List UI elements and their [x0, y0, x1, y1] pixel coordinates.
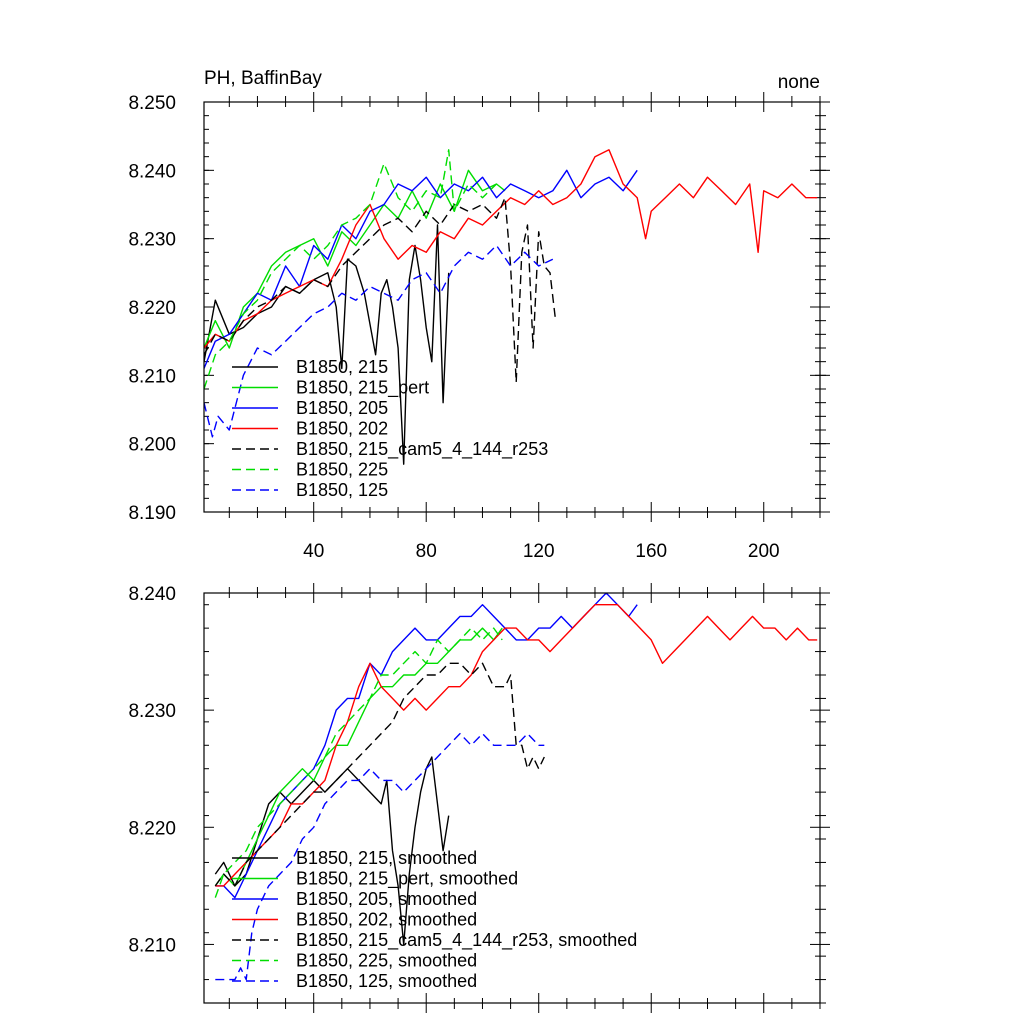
- legend-label-4: B1850, 215_cam5_4_144_r253: [296, 439, 548, 460]
- legend-label-3: B1850, 202, smoothed: [296, 910, 477, 930]
- y-tick-label: 8.240: [128, 161, 176, 182]
- legend-label-4: B1850, 215_cam5_4_144_r253, smoothed: [296, 930, 637, 951]
- y-tick-label: 8.230: [128, 230, 176, 251]
- x-tick-label: 80: [416, 541, 437, 562]
- top-panel: PH, BaffinBay none 40 80 120 160 200 8.190 8.2…: [128, 68, 830, 562]
- y-tick-label: 8.200: [128, 435, 176, 456]
- legend-label-2: B1850, 205: [296, 398, 388, 418]
- series-line-2: [215, 593, 638, 899]
- y-tick-label: 8.210: [128, 935, 176, 956]
- legend-label-0: B1850, 215: [296, 357, 388, 377]
- top-panel-frame: [203, 101, 821, 513]
- series-line-6: [204, 244, 554, 438]
- series-line-0: [204, 224, 450, 465]
- top-panel-ticks: 40 80 120 160 200 8.190 8.200 8.210 8.220 8.230 8.…: [128, 92, 830, 562]
- series-line-3: [215, 604, 818, 887]
- top-panel-series: [204, 149, 818, 465]
- legend-label-6: B1850, 125, smoothed: [296, 971, 477, 991]
- legend-label-0: B1850, 215, smoothed: [296, 848, 477, 868]
- legend-label-5: B1850, 225, smoothed: [296, 951, 477, 971]
- top-panel-right-label: none: [778, 72, 820, 93]
- y-tick-label: 8.230: [128, 701, 176, 722]
- x-tick-label: 200: [748, 541, 780, 562]
- y-tick-label: 8.240: [128, 584, 176, 605]
- bottom-panel-frame: [203, 592, 821, 1004]
- series-line-6: [215, 732, 545, 981]
- series-line-5: [204, 149, 497, 390]
- y-tick-label: 8.210: [128, 366, 176, 387]
- legend-label-1: B1850, 215_pert: [296, 378, 429, 399]
- series-line-4: [214, 662, 545, 887]
- series-line-5: [214, 627, 503, 898]
- bottom-panel-series: [214, 593, 818, 981]
- x-tick-label: 160: [635, 541, 667, 562]
- series-line-2: [204, 169, 638, 369]
- y-tick-label: 8.190: [128, 503, 176, 524]
- series-line-1: [204, 169, 506, 349]
- legend-label-2: B1850, 205, smoothed: [296, 889, 477, 909]
- y-tick-label: 8.220: [128, 298, 176, 319]
- legend-label-5: B1850, 225: [296, 460, 388, 480]
- x-tick-label: 40: [303, 541, 324, 562]
- series-line-4: [204, 196, 557, 383]
- top-panel-title: PH, BaffinBay: [204, 68, 322, 89]
- y-tick-label: 8.250: [128, 93, 176, 114]
- bottom-panel: 8.210 8.220 8.230 8.240 B1850, 215, smoothe…: [128, 583, 830, 1013]
- legend-label-1: B1850, 215_pert, smoothed: [296, 869, 518, 890]
- x-tick-label: 120: [523, 541, 555, 562]
- legend-label-3: B1850, 202: [296, 419, 388, 439]
- legend-label-6: B1850, 125: [296, 480, 388, 500]
- bottom-panel-ticks: 8.210 8.220 8.230 8.240: [128, 583, 830, 1013]
- y-tick-label: 8.220: [128, 818, 176, 839]
- series-line-3: [204, 149, 818, 349]
